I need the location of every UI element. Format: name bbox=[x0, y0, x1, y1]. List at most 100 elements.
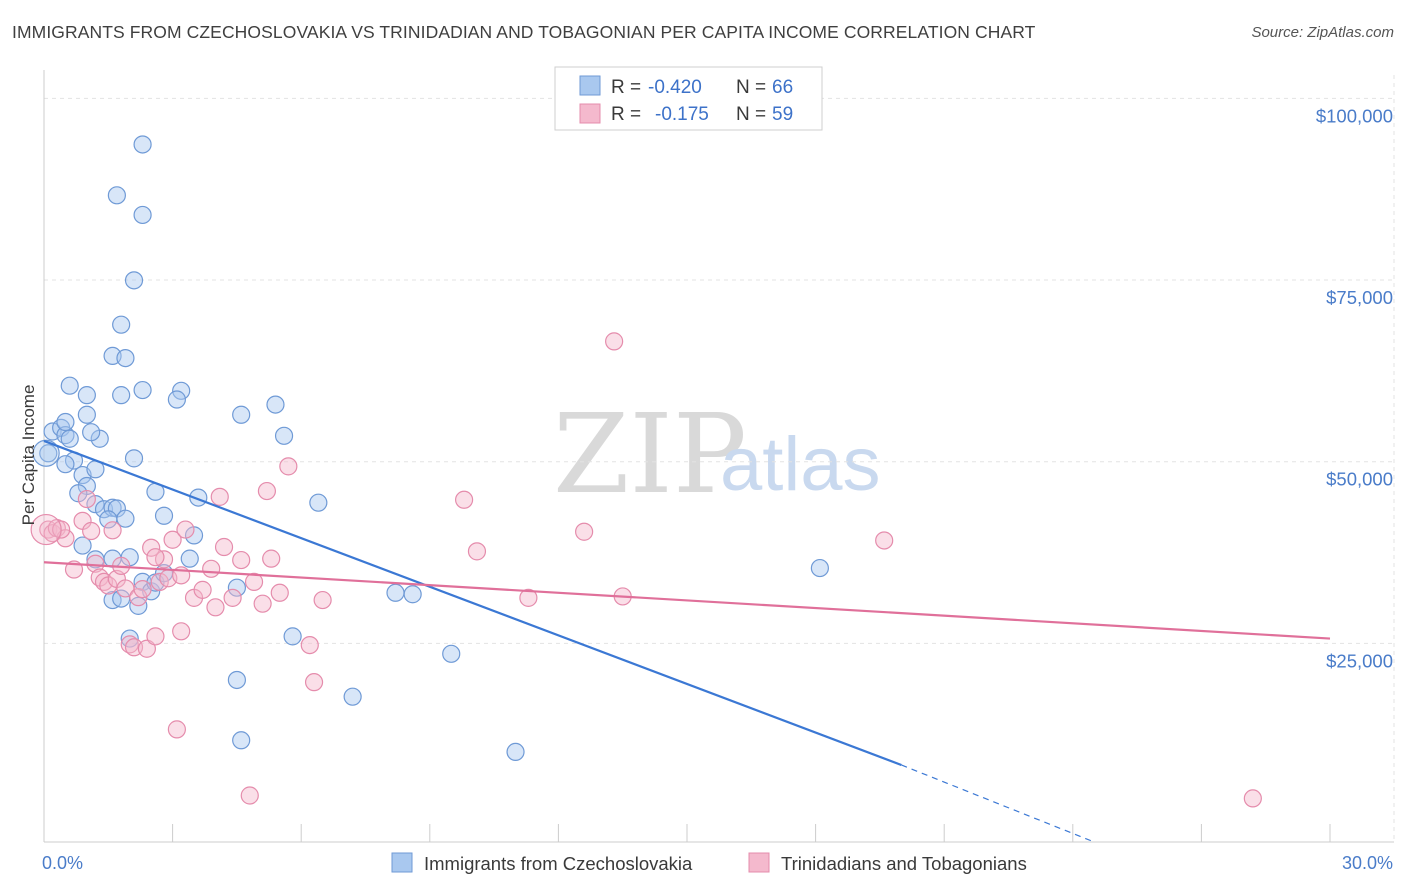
point-czech-38 bbox=[227, 670, 246, 690]
point-trinidad-41 bbox=[257, 481, 277, 501]
point-trinidad-39 bbox=[244, 572, 264, 591]
correlation-legend: R = -0.420 N = 66 R = -0.175 N = 59 bbox=[554, 66, 823, 131]
point-czech-43 bbox=[283, 627, 302, 646]
point-trinidad-7 bbox=[82, 521, 101, 541]
point-trinidad-52 bbox=[605, 332, 624, 351]
point-trinidad-55 bbox=[1243, 789, 1262, 808]
point-czech-0 bbox=[39, 444, 58, 463]
point-trinidad-6 bbox=[77, 489, 96, 509]
point-trinidad-44 bbox=[279, 457, 298, 476]
point-czech-9 bbox=[86, 495, 105, 514]
point-czech-59 bbox=[172, 381, 191, 400]
x-tick-label-1: 30.0% bbox=[1342, 853, 1393, 873]
x-tick-label-0: 0.0% bbox=[42, 853, 83, 873]
legend-n-value-1: 66 bbox=[772, 77, 793, 98]
point-czech-62 bbox=[56, 412, 75, 432]
point-trinidad-49 bbox=[467, 542, 487, 561]
bottom-legend-swatch-pink bbox=[748, 852, 770, 873]
point-trinidad-32 bbox=[202, 559, 221, 578]
point-czech-49 bbox=[506, 742, 525, 762]
point-trinidad-48 bbox=[454, 490, 474, 509]
point-trinidad-38 bbox=[240, 786, 259, 805]
point-czech-4 bbox=[60, 429, 79, 448]
point-czech-39 bbox=[232, 731, 251, 750]
point-czech-56 bbox=[107, 186, 126, 205]
point-czech-61 bbox=[124, 449, 144, 468]
watermark-atlas: atlas bbox=[720, 422, 881, 507]
point-trinidad-42 bbox=[262, 549, 281, 568]
watermark-zip: ZIP bbox=[553, 390, 747, 518]
legend-n-label-2: N = bbox=[736, 104, 766, 125]
legend-n-value-2: 59 bbox=[772, 104, 793, 125]
point-czech-55 bbox=[133, 135, 152, 154]
trend-line-trinidad bbox=[43, 561, 1331, 640]
point-czech-35 bbox=[180, 549, 199, 568]
bottom-legend-label-2: Trinidadians and Tobagonians bbox=[781, 853, 1027, 874]
y-tick-label-3: $100,000 bbox=[1316, 105, 1393, 126]
chart-title: IMMIGRANTS FROM CZECHOSLOVAKIA VS TRINID… bbox=[12, 22, 1036, 42]
point-czech-46 bbox=[386, 583, 405, 602]
point-czech-53 bbox=[112, 315, 131, 334]
point-trinidad-40 bbox=[253, 594, 272, 613]
point-trinidad-28 bbox=[172, 622, 191, 641]
point-czech-41 bbox=[266, 395, 285, 414]
source-credit: Source: ZipAtlas.com bbox=[1251, 24, 1394, 41]
point-czech-63 bbox=[82, 423, 101, 442]
point-trinidad-57 bbox=[146, 548, 165, 567]
point-trinidad-29 bbox=[176, 520, 195, 539]
point-czech-47 bbox=[403, 585, 422, 604]
legend-r-value-2: -0.175 bbox=[655, 104, 709, 125]
point-czech-13 bbox=[112, 386, 131, 405]
legend-r-label-1: R = bbox=[611, 77, 641, 98]
point-czech-cluster bbox=[32, 439, 60, 467]
legend-swatch-pink bbox=[579, 103, 601, 124]
point-trinidad-3 bbox=[56, 529, 75, 548]
point-czech-33 bbox=[154, 506, 174, 525]
point-trinidad-20 bbox=[137, 639, 156, 658]
point-trinidad-45 bbox=[300, 635, 319, 655]
point-czech-44 bbox=[309, 493, 328, 512]
point-trinidad-22 bbox=[146, 627, 165, 646]
bottom-legend-label-1: Immigrants from Czechoslovakia bbox=[424, 853, 693, 874]
point-czech-19 bbox=[73, 536, 92, 555]
tick-labels: $25,000 $50,000 $75,000 $100,000 0.0% 30.0% bbox=[42, 105, 1393, 873]
point-czech-50 bbox=[810, 558, 829, 578]
y-tick-label-0: $25,000 bbox=[1326, 650, 1393, 671]
point-czech-54 bbox=[124, 271, 144, 290]
point-trinidad-33 bbox=[206, 598, 225, 617]
trend-lines bbox=[43, 439, 1331, 843]
point-czech-57 bbox=[133, 205, 152, 225]
point-trinidad-31 bbox=[193, 580, 212, 599]
point-trinidad-50 bbox=[519, 588, 538, 607]
point-trinidad-26 bbox=[163, 530, 182, 549]
point-czech-65 bbox=[99, 510, 118, 529]
y-axis-label: Per Capita Income bbox=[19, 385, 38, 526]
axes bbox=[43, 70, 1394, 843]
point-trinidad-47 bbox=[313, 590, 332, 610]
point-trinidad-12 bbox=[103, 521, 122, 540]
point-czech-60 bbox=[167, 390, 186, 409]
point-trinidad-36 bbox=[223, 588, 242, 607]
point-trinidad-19 bbox=[133, 580, 152, 599]
point-trinidad-51 bbox=[575, 522, 594, 541]
point-czech-48 bbox=[442, 644, 461, 663]
point-czech-37 bbox=[227, 578, 246, 597]
series-legend: Immigrants from Czechoslovakia Trinidadi… bbox=[391, 852, 1027, 874]
point-czech-15 bbox=[77, 386, 96, 405]
point-trinidad-46 bbox=[304, 673, 324, 692]
point-czech-27 bbox=[120, 629, 139, 648]
legend-r-value-1: -0.420 bbox=[648, 77, 702, 98]
point-czech-40 bbox=[232, 405, 251, 424]
point-czech-6 bbox=[56, 455, 75, 474]
point-trinidad-21 bbox=[142, 538, 161, 557]
point-czech-14 bbox=[60, 376, 79, 395]
point-czech-16 bbox=[77, 405, 96, 424]
point-trinidad-27 bbox=[167, 720, 186, 739]
series-trinidad-points bbox=[30, 332, 1262, 808]
point-trinidad-34 bbox=[210, 487, 229, 506]
point-trinidad-35 bbox=[214, 537, 234, 557]
bottom-legend-swatch-blue bbox=[391, 852, 413, 873]
point-trinidad-cluster bbox=[30, 513, 62, 546]
point-czech-45 bbox=[343, 687, 362, 706]
